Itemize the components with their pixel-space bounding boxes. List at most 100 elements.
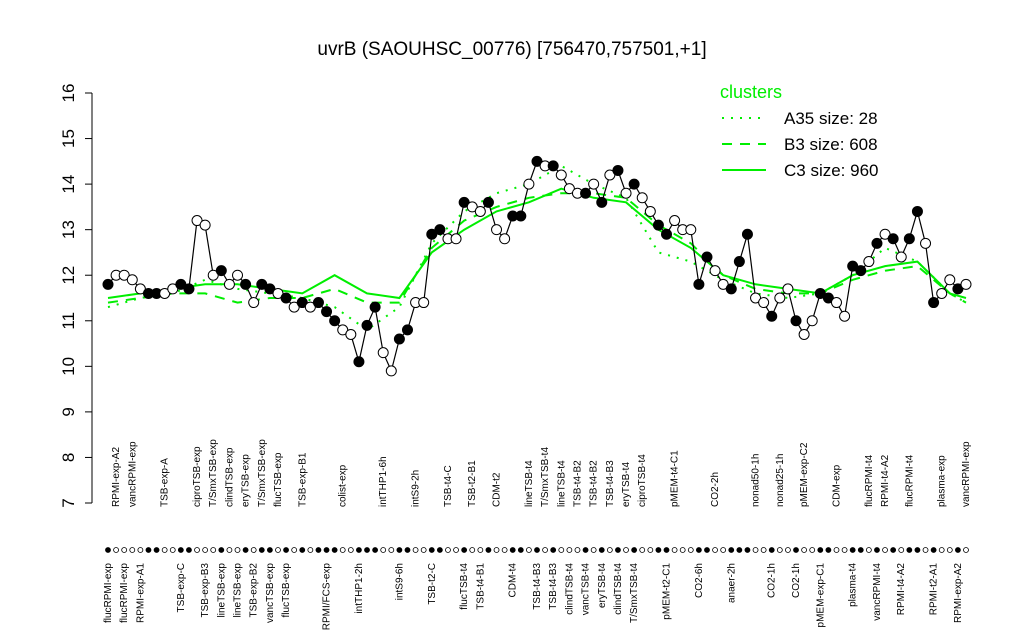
rug-point <box>105 547 111 553</box>
x-tick-label: CO2-1h <box>791 563 802 598</box>
x-tick-label: pMEM-exp-C1 <box>815 563 826 628</box>
rug-point <box>412 547 419 553</box>
data-point <box>879 228 891 240</box>
rug-point <box>712 547 718 553</box>
data-point <box>847 260 859 272</box>
rug-point <box>242 547 249 553</box>
y-tick-label: 7 <box>59 498 78 507</box>
x-tick-label: TSB-t4-B3 <box>532 563 543 610</box>
rug-point <box>825 547 832 553</box>
x-tick-label: ciproTSB-t4 <box>637 454 648 507</box>
data-point <box>288 301 300 313</box>
rug-point <box>501 547 508 553</box>
x-tick-label: T/SmxTSB-t4 <box>629 563 640 623</box>
data-point <box>345 328 357 340</box>
y-tick-label: 12 <box>59 266 78 285</box>
rug-point <box>687 547 694 553</box>
data-point <box>652 219 664 231</box>
data-point <box>312 297 324 309</box>
rug-point <box>671 547 678 553</box>
x-tick-label: clindTSB-t4 <box>613 563 624 615</box>
data-point <box>385 365 397 377</box>
rug-point <box>849 547 856 553</box>
data-point <box>393 333 405 345</box>
data-point <box>118 269 130 281</box>
data-point <box>782 283 794 295</box>
data-point <box>887 233 899 245</box>
rug-point <box>364 547 370 553</box>
y-tick-label: 9 <box>59 407 78 416</box>
rug-point <box>445 547 451 553</box>
rug-point <box>801 547 808 553</box>
data-point <box>183 283 195 295</box>
data-point <box>369 301 381 313</box>
x-tick-label: flucTSB-exp <box>281 563 292 618</box>
data-point <box>337 324 349 336</box>
rug-point <box>202 547 209 553</box>
legend-title: clusters <box>720 82 782 102</box>
rug-point <box>655 547 662 553</box>
rug-point <box>679 547 686 553</box>
x-tick-label: RPMI-t4-A2 <box>896 563 907 616</box>
y-tick-label: 8 <box>59 453 78 462</box>
x-tick-label: nonad50-1h <box>751 454 762 507</box>
data-point <box>466 201 478 213</box>
x-tick-label: RPMI-t2-A1 <box>929 563 940 616</box>
data-point <box>418 297 430 309</box>
rug-point <box>914 547 921 553</box>
x-tick-label: pMEM-t4-C1 <box>670 450 681 507</box>
data-point <box>863 256 875 268</box>
x-tick-label: pMEM-t2-C1 <box>662 563 673 620</box>
data-point <box>223 278 235 290</box>
data-point <box>766 310 778 322</box>
data-point <box>669 215 681 227</box>
data-point <box>361 319 373 331</box>
data-point <box>725 283 737 295</box>
data-point <box>377 347 389 359</box>
data-point <box>426 228 438 240</box>
rug-point <box>315 547 322 553</box>
x-tick-label: TSB-t2-C <box>427 563 438 605</box>
data-point <box>450 233 462 245</box>
rug-point <box>574 547 581 553</box>
data-point <box>240 278 252 290</box>
rug-point <box>210 547 217 553</box>
data-point <box>920 237 932 249</box>
x-tick-label: TSB-t4-B3 <box>548 563 559 610</box>
data-point <box>175 278 187 290</box>
data-point <box>280 292 292 304</box>
y-tick-label: 16 <box>59 84 78 103</box>
rug-point <box>121 547 128 553</box>
data-point <box>547 160 559 172</box>
data-point <box>474 205 486 217</box>
rug-point <box>946 547 953 553</box>
x-tick-label: CO2-2h <box>710 472 721 507</box>
rug-point <box>169 547 176 553</box>
rug-point <box>598 547 605 553</box>
x-tick-label: flucTSB-exp <box>273 452 284 507</box>
rug-point <box>428 547 435 553</box>
rug-point <box>137 547 144 553</box>
data-point <box>256 278 268 290</box>
rug-point <box>906 547 913 553</box>
legend-label: A35 size: 28 <box>784 109 878 128</box>
x-tick-label: plasma-exp <box>937 455 948 507</box>
x-tick-label: TSB-exp-B3 <box>200 563 211 618</box>
rug-point <box>809 547 816 553</box>
data-point <box>482 196 494 208</box>
x-tick-label: CO2-1h <box>767 563 778 598</box>
x-tick-label: TSB-t2-B1 <box>467 460 478 507</box>
x-tick-label: eryTSB-t4 <box>621 462 632 507</box>
rug-point <box>461 547 468 553</box>
rug-point <box>647 547 654 553</box>
data-point <box>928 297 940 309</box>
rug-point <box>113 547 119 553</box>
data-point <box>304 301 316 313</box>
rug-point <box>695 547 702 553</box>
rug-point <box>615 547 621 553</box>
rug-point <box>420 547 427 553</box>
cluster-line <box>107 192 967 304</box>
x-tick-label: TSB-exp-C <box>176 563 187 612</box>
rug-point <box>517 547 524 553</box>
x-tick-label: colist-exp <box>338 464 349 507</box>
